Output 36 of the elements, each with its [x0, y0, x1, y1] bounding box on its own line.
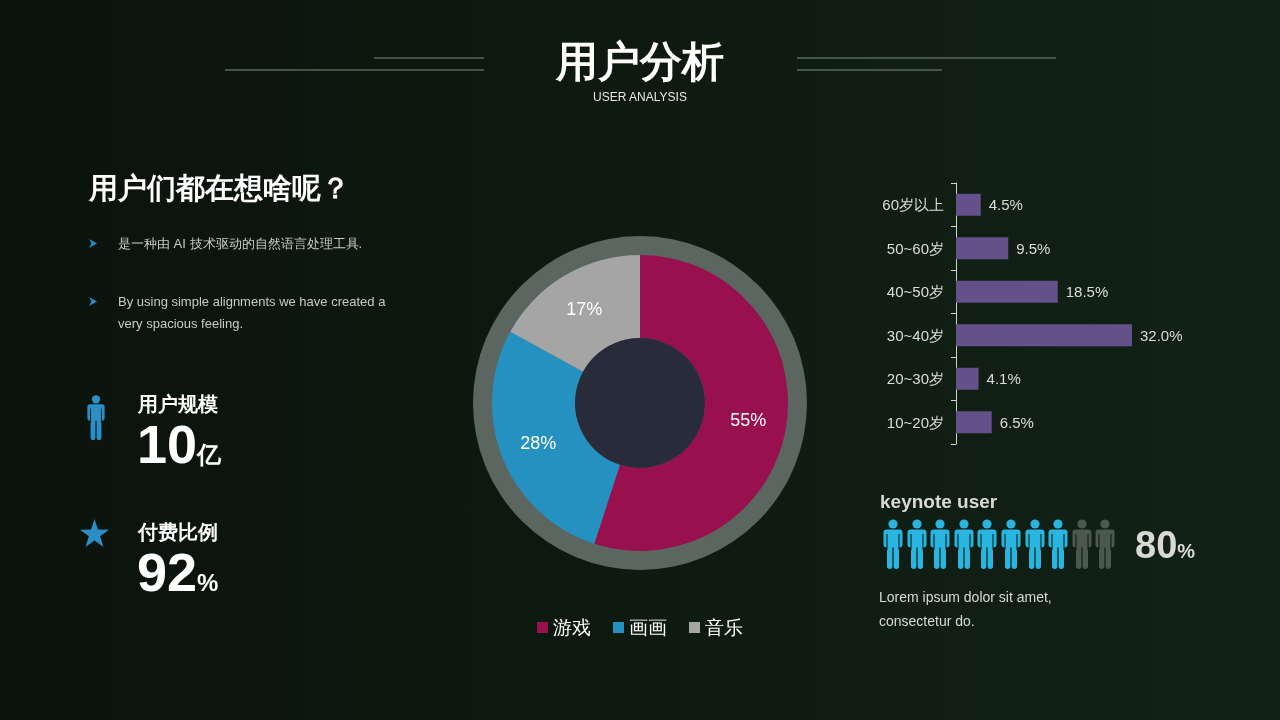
y-tick-label: 20~30岁 [886, 370, 944, 388]
text: 用户分析 [554, 38, 725, 86]
legend-label: 音乐 [705, 617, 743, 638]
data-label: 28% [520, 433, 557, 454]
text: By using simple alignments we have created a very spacious feeling. [118, 293, 387, 333]
text: 10亿 [137, 414, 222, 474]
bar [956, 280, 1058, 303]
data-label: 4.5% [988, 196, 1023, 214]
data-label: 80% [1135, 524, 1196, 566]
data-label: 55% [730, 410, 767, 431]
text: 是一种由 AI 技术驱动的自然语言处理工具. [118, 235, 364, 253]
text: 付费比例 [138, 520, 218, 544]
text: 用户规模 [138, 392, 218, 416]
data-label: 9.5% [1016, 239, 1051, 257]
data-label: 6.5% [999, 413, 1034, 431]
y-tick-label: 30~40岁 [886, 326, 944, 344]
y-tick-label: 40~50岁 [886, 283, 944, 301]
text: 用户们都在想啥呢？ [89, 171, 350, 206]
data-label: 17% [566, 298, 603, 319]
y-tick-label: 10~20岁 [886, 413, 944, 431]
text: Lorem ipsum dolor sit amet, consectetur do. [879, 588, 1053, 631]
y-tick-label: 60岁以上 [882, 196, 944, 214]
data-label: 32.0% [1140, 326, 1183, 344]
data-label: 4.1% [986, 370, 1021, 388]
text: USER ANALYSIS [592, 90, 688, 104]
legend-label: 画画 [629, 617, 667, 638]
text: keynote user [880, 490, 998, 514]
bar [956, 237, 1009, 260]
bar [956, 324, 1132, 347]
bar [956, 193, 981, 216]
data-label: 18.5% [1065, 283, 1109, 301]
bar [956, 411, 992, 434]
text: 92% [137, 542, 219, 602]
y-tick-label: 50~60岁 [886, 239, 944, 257]
legend-label: 游戏 [553, 617, 591, 638]
bar [956, 367, 979, 390]
